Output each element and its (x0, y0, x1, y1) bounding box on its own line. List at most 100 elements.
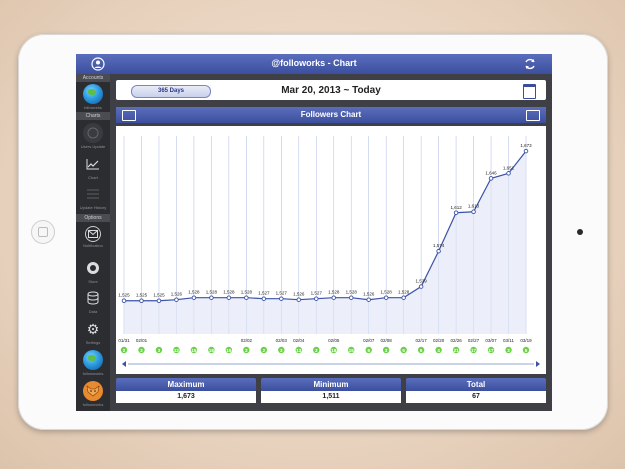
data-label: 1,528 (223, 290, 235, 295)
data-point (418, 284, 424, 289)
sidebar: Accounts followorks Charts Users Update … (76, 74, 110, 411)
count-badge (505, 346, 512, 354)
sidebar-item-account-3[interactable]: followworks (76, 381, 110, 407)
data-point (366, 297, 371, 302)
data-label: 1,612 (450, 205, 462, 210)
app-screen: @followorks - Chart Accounts followorks … (76, 54, 552, 411)
account-icon[interactable] (91, 57, 105, 71)
count-badge-label: 3 (315, 348, 318, 353)
count-badge-label: 4 (437, 348, 440, 353)
users-icon (83, 123, 103, 143)
sidebar-item-notification[interactable]: Notification (76, 226, 110, 248)
count-badge (208, 346, 215, 354)
data-point (523, 148, 529, 154)
count-badge (225, 346, 233, 354)
x-tick-label: 02/01 (136, 338, 148, 343)
count-badge (190, 346, 198, 354)
data-label: 1,526 (293, 292, 305, 297)
sidebar-item-data[interactable]: Data (76, 288, 110, 314)
count-badge (382, 346, 390, 354)
chart-area-fill (124, 151, 526, 334)
count-badge (487, 346, 495, 354)
chart-header: Followers Chart (116, 107, 546, 123)
sidebar-item-account-2[interactable]: followworks (76, 350, 110, 376)
home-button[interactable] (31, 220, 55, 244)
count-badge (417, 346, 425, 354)
count-badge-label: 18 (209, 348, 215, 353)
data-label: 1,528 (328, 290, 340, 295)
chart-icon (83, 154, 103, 174)
x-tick-label: 02/27 (468, 338, 480, 343)
data-point (401, 295, 406, 300)
count-badge (330, 346, 337, 354)
sidebar-item-label: followworks (82, 402, 104, 407)
stats-row: Maximum 1,673 Minimum 1,511 Total 67 (116, 378, 546, 408)
x-tick-label: 02/07 (363, 338, 375, 343)
range-selector[interactable]: 365 Days (131, 85, 211, 98)
globe-icon (83, 84, 103, 104)
count-badge-label: 3 (507, 348, 510, 353)
sidebar-item-users-update[interactable]: Users Update (76, 123, 110, 149)
data-label: 1,574 (433, 243, 445, 248)
count-badge-label: 3 (280, 348, 283, 353)
count-badge-label: 3 (385, 348, 388, 353)
x-tick-label: 03/07 (485, 338, 497, 343)
count-badge-label: 12 (174, 348, 180, 353)
data-label: 1,528 (188, 290, 200, 295)
refresh-icon[interactable] (523, 57, 537, 71)
data-point (471, 209, 476, 214)
stat-label: Minimum (261, 378, 401, 391)
sidebar-item-label: Store (88, 279, 98, 284)
sidebar-item-update-history[interactable]: Update History (76, 184, 110, 210)
x-tick-label: 03/19 (520, 338, 532, 343)
options-header: Options (76, 214, 110, 222)
data-label: 1,527 (258, 291, 270, 296)
date-bar: 365 Days Mar 20, 2013 ~ Today (116, 80, 546, 100)
stat-label: Total (406, 378, 546, 391)
date-range-label: Mar 20, 2013 ~ Today (281, 85, 381, 96)
x-tick-label: 01/31 (118, 338, 130, 343)
store-icon (83, 258, 103, 278)
stat-maximum: Maximum 1,673 (116, 378, 256, 403)
count-badge (313, 346, 320, 354)
chart-area[interactable]: 1,525 1,525 1,525 1,526 1,528 1,528 1,528 1,528… (116, 126, 546, 374)
sidebar-item-chart[interactable]: Chart (76, 154, 110, 180)
data-label: 1,613 (468, 204, 480, 209)
count-badge-label: 6 (420, 348, 423, 353)
data-point (209, 295, 214, 300)
count-badge-label: 15 (349, 348, 355, 353)
x-tick-label: 02/02 (241, 338, 253, 343)
count-badge-label: 5 (525, 348, 528, 353)
x-tick-label: 02/20 (433, 338, 445, 343)
data-label: 1,527 (311, 291, 323, 296)
data-point (331, 295, 336, 300)
sidebar-item-label: Settings (85, 340, 101, 345)
sidebar-item-label: Users Update (80, 144, 106, 149)
sidebar-item-settings[interactable]: ⚙ Settings (76, 319, 110, 346)
data-point (314, 296, 319, 301)
data-point (488, 176, 494, 181)
sidebar-item-label: Chart (88, 175, 98, 180)
stat-value: 1,673 (116, 391, 256, 403)
count-badge-label: 5 (402, 348, 405, 353)
count-badge (452, 346, 460, 354)
stat-value: 1,511 (261, 391, 401, 403)
data-label: 1,525 (153, 293, 165, 298)
sidebar-item-account[interactable]: followorks (76, 84, 110, 110)
chart-title: Followers Chart (300, 110, 362, 119)
count-badge-label: 2 (123, 348, 126, 353)
image-icon[interactable] (122, 110, 136, 121)
data-label: 1,526 (363, 292, 375, 297)
data-point (174, 297, 179, 302)
scroll-right-icon (536, 361, 540, 367)
count-badge-label: 6 (367, 348, 370, 353)
fullscreen-icon[interactable] (526, 110, 540, 121)
data-label: 1,525 (136, 293, 148, 298)
count-badge (435, 346, 442, 354)
top-bar: @followorks - Chart (76, 54, 552, 75)
sidebar-item-store[interactable]: Store (76, 258, 110, 284)
data-label: 1,528 (398, 290, 410, 295)
accounts-header: Accounts (76, 74, 110, 82)
count-badge-label: 2 (245, 348, 248, 353)
calendar-icon[interactable] (523, 84, 536, 99)
